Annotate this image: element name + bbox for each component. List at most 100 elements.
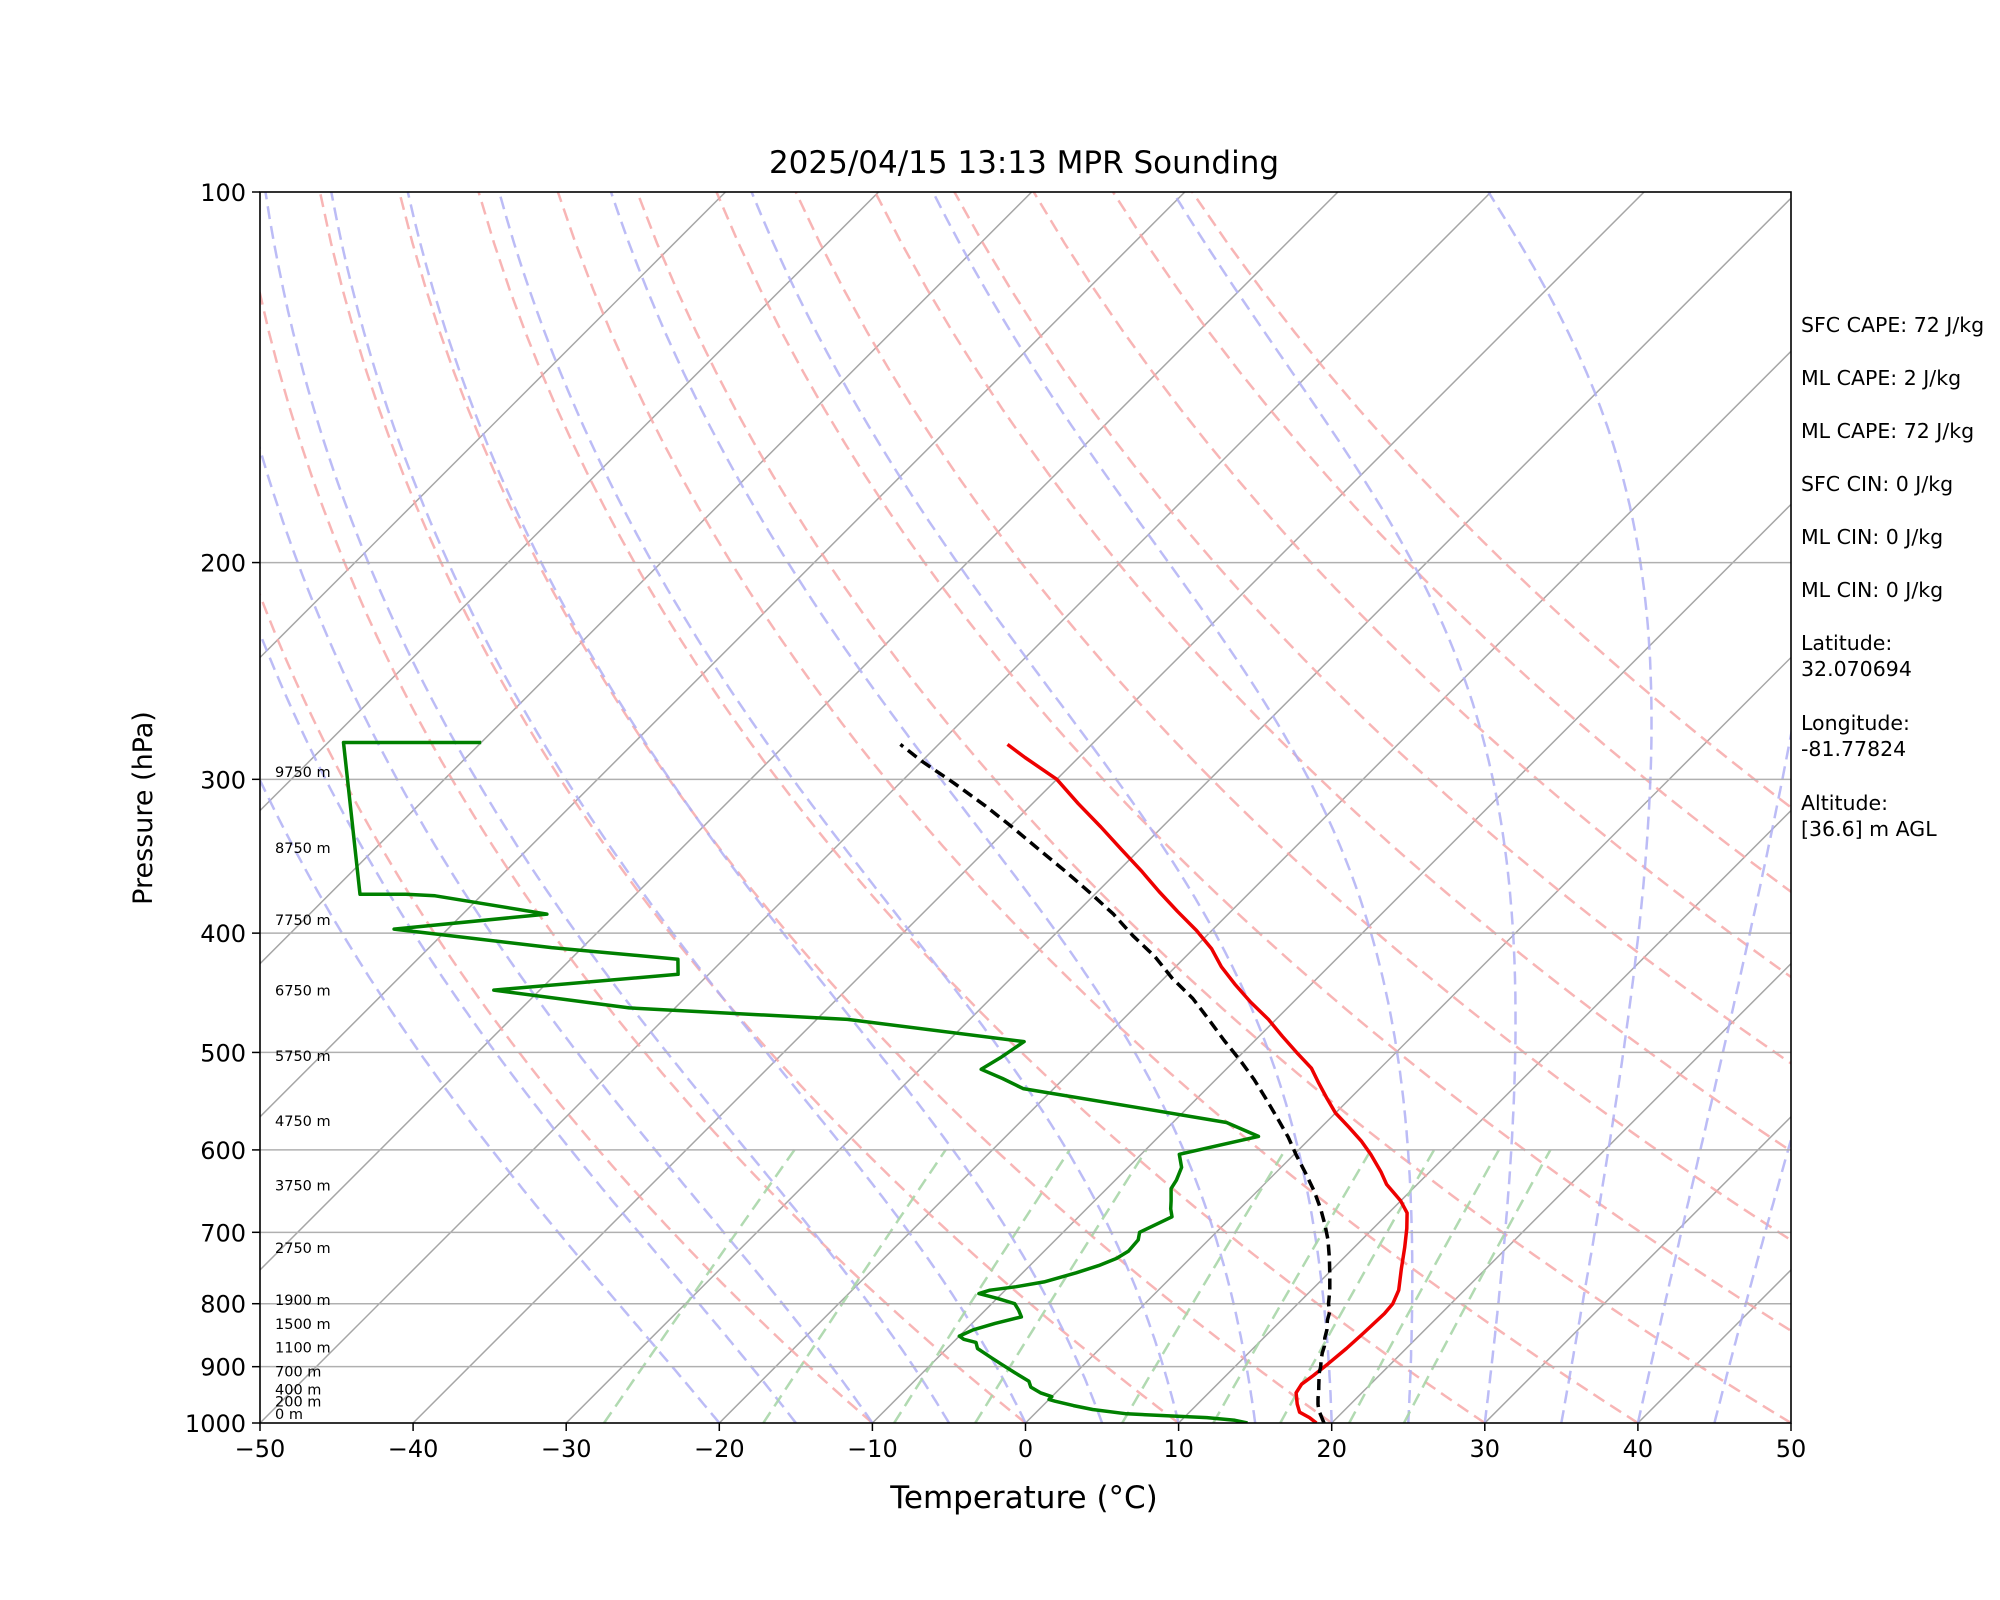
dry-adiabat-line: [260, 288, 1027, 1423]
x-tick-label: 50: [1776, 1435, 1807, 1463]
dry-adiabat-line: [636, 192, 1791, 1423]
longitude-text: Longitude: -81.77824: [1801, 711, 1910, 761]
height-label: 1900 m: [275, 1293, 331, 1309]
y-tick-label: 600: [200, 1137, 246, 1165]
moist-adiabat-line: [609, 192, 1257, 1423]
moist-adiabat-line: [1171, 192, 1517, 1423]
y-tick-label: 900: [200, 1354, 246, 1382]
x-tick-label: 20: [1316, 1435, 1347, 1463]
y-tick-label: 1000: [185, 1410, 246, 1438]
moist-adiabat-line: [260, 630, 797, 1423]
dry-adiabat-line: [953, 192, 1791, 1065]
height-label: 200 m: [275, 1395, 321, 1411]
isotherm-line: [260, 192, 1492, 1423]
y-ticks: 100 200 300 400 500 600 700 800 900 1000: [185, 179, 260, 1438]
height-label: 9750 m: [275, 765, 331, 781]
altitude-text: Altitude: [36.6] m AGL: [1801, 791, 1937, 841]
sfc-cape-text: SFC CAPE: 72 J/kg: [1801, 313, 1985, 337]
ml-cape-text: ML CAPE: 2 J/kg: [1801, 366, 1962, 390]
height-label: 2750 m: [275, 1241, 331, 1257]
x-tick-label: −50: [235, 1435, 286, 1463]
dry-adiabat-line: [715, 192, 1791, 1333]
isotherm-line: [260, 192, 1186, 1118]
dewpoint-profile-line: [341, 740, 1261, 1423]
moist-adiabat-line: [1713, 1135, 1791, 1423]
y-tick-label: 100: [200, 179, 246, 207]
pressure-gridlines: [260, 561, 1791, 1368]
moist-adiabat-line: [330, 192, 1027, 1423]
dry-adiabat-line: [873, 192, 1791, 1153]
latitude-text: Latitude: 32.070694: [1801, 631, 1912, 681]
isotherm-line: [1024, 656, 1791, 1423]
isotherm-line: [1331, 962, 1791, 1423]
isotherm-line: [260, 192, 880, 812]
height-label: 700 m: [275, 1365, 321, 1381]
isotherm-line: [260, 192, 1339, 1271]
isotherm-line: [412, 192, 1645, 1423]
y-tick-label: 500: [200, 1039, 246, 1067]
ml-cin-text-2: ML CIN: 0 J/kg: [1801, 578, 1944, 602]
x-tick-label: 0: [1018, 1435, 1033, 1463]
x-tick-label: 40: [1623, 1435, 1654, 1463]
plot-frame: [259, 191, 1792, 1424]
moist-adiabat-line: [931, 192, 1414, 1423]
x-axis-label: Temperature (°C): [889, 1480, 1158, 1516]
height-label: 1100 m: [275, 1340, 331, 1356]
height-label: 8750 m: [275, 841, 331, 857]
dry-adiabat-line: [260, 591, 874, 1423]
x-tick-label: 30: [1470, 1435, 1501, 1463]
ml-cin-text: ML CIN: 0 J/kg: [1801, 525, 1944, 549]
y-tick-label: 400: [200, 920, 246, 948]
isotherm-line: [1484, 1115, 1791, 1423]
ml-cape-text-2: ML CAPE: 72 J/kg: [1801, 419, 1975, 443]
isotherm-line: [1178, 809, 1791, 1423]
sounding-parameters: SFC CAPE: 72 J/kg ML CAPE: 2 J/kg ML CAP…: [1801, 312, 1991, 870]
height-label: 1500 m: [275, 1317, 331, 1333]
moist-adiabat-line: [497, 192, 1180, 1423]
isotherm-line: [565, 197, 1791, 1423]
dry-adiabat-line: [556, 192, 1639, 1423]
moist-adiabat-line: [750, 192, 1333, 1423]
profile-series: [341, 740, 1409, 1423]
height-label: 4750 m: [275, 1114, 331, 1130]
isotherm-line: [260, 192, 727, 659]
chart-title: 2025/04/15 13:13 MPR Sounding: [769, 145, 1279, 181]
height-label: 3750 m: [275, 1178, 331, 1194]
sfc-cin-text: SFC CIN: 0 J/kg: [1801, 472, 1954, 496]
x-tick-label: −10: [847, 1435, 898, 1463]
moist-adiabat-line: [260, 444, 874, 1423]
y-axis-label: Pressure (hPa): [128, 711, 159, 905]
moist-adiabat-line: [264, 192, 951, 1423]
moist-adiabat-line: [1636, 728, 1791, 1423]
x-tick-label: −40: [388, 1435, 439, 1463]
isotherm-line: [871, 503, 1791, 1423]
mixing-ratio-line: [974, 1149, 1148, 1423]
dry-adiabat-line: [794, 192, 1791, 1242]
mixing-ratio-line: [762, 1149, 947, 1423]
height-label: 5750 m: [275, 1049, 331, 1065]
temperature-profile-line: [1006, 742, 1409, 1423]
mixing-ratio-line: [1348, 1149, 1500, 1423]
mixing-ratio-line: [1121, 1149, 1287, 1423]
dry-adiabat-line: [398, 192, 1333, 1423]
height-label: 0 m: [275, 1407, 303, 1423]
y-tick-label: 300: [200, 766, 246, 794]
x-tick-label: 10: [1163, 1435, 1194, 1463]
mixing-ratio-line: [1402, 1149, 1552, 1423]
y-tick-label: 700: [200, 1219, 246, 1247]
x-tick-label: −20: [694, 1435, 745, 1463]
dry-adiabat-line: [318, 192, 1180, 1423]
height-label: 6750 m: [275, 984, 331, 1000]
mixing-ratio-line: [602, 1149, 796, 1423]
y-tick-label: 800: [200, 1291, 246, 1319]
moist-adiabat-line: [1487, 192, 1653, 1423]
x-ticks: −50 −40 −30 −20 −10 0 10 20 30 40 50: [235, 1423, 1807, 1463]
height-label: 400 m: [275, 1382, 321, 1398]
parcel-path-line: [899, 743, 1332, 1423]
height-label: 7750 m: [275, 913, 331, 929]
x-tick-label: −30: [541, 1435, 592, 1463]
isotherm-line: [260, 192, 1033, 965]
moist-adiabat-line: [406, 192, 1104, 1423]
